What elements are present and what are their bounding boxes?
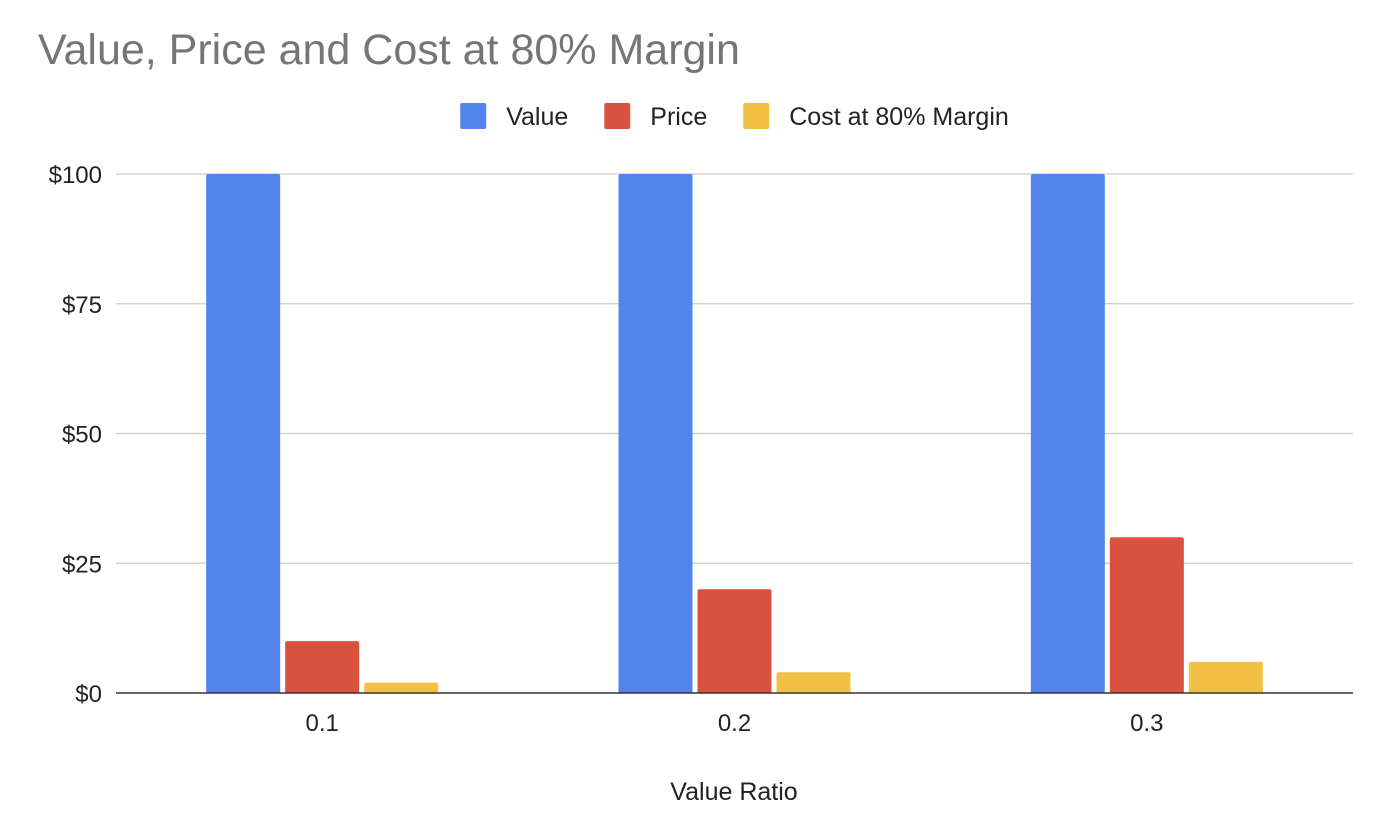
y-axis-ticks: $0 $25 $50 $75 $100 (49, 162, 102, 708)
gridlines (116, 173, 1353, 564)
x-tick-label: 0.3 (1130, 710, 1163, 737)
bar-value-0-3 (1030, 174, 1105, 693)
bar-price-0-3 (1109, 537, 1184, 693)
x-axis-title: Value Ratio (670, 778, 797, 806)
y-tick-label: $50 (62, 422, 102, 449)
y-tick-label: $100 (49, 162, 102, 189)
chart-title: Value, Price and Cost at 80% Margin (38, 26, 740, 74)
bar-value-0-1 (206, 174, 281, 693)
x-tick-label: 0.1 (305, 710, 338, 737)
legend-swatch-cost-at-80-margin (743, 103, 770, 129)
y-tick-label: $25 (62, 551, 102, 578)
x-tick-label: 0.2 (718, 710, 751, 737)
legend-swatch-price (604, 103, 631, 129)
legend-label-cost-at-80-margin: Cost at 80% Margin (789, 103, 1009, 131)
y-tick-label: $75 (62, 292, 102, 319)
legend-label-price: Price (650, 103, 707, 131)
legend: Value Price Cost at 80% Margin (460, 103, 1009, 131)
bar-value-0-2 (618, 174, 693, 693)
legend-label-value: Value (506, 103, 568, 131)
bar-cost-at-80-margin-0-1 (364, 682, 439, 693)
bar-price-0-1 (285, 641, 360, 693)
x-axis-ticks: 0.1 0.2 0.3 (305, 710, 1163, 737)
bar-cost-at-80-margin-0-3 (1188, 661, 1263, 693)
bar-cost-at-80-margin-0-2 (776, 672, 851, 693)
bars (206, 174, 1263, 693)
bar-price-0-2 (697, 589, 772, 693)
legend-swatch-value (460, 103, 487, 129)
y-tick-label: $0 (75, 681, 102, 708)
